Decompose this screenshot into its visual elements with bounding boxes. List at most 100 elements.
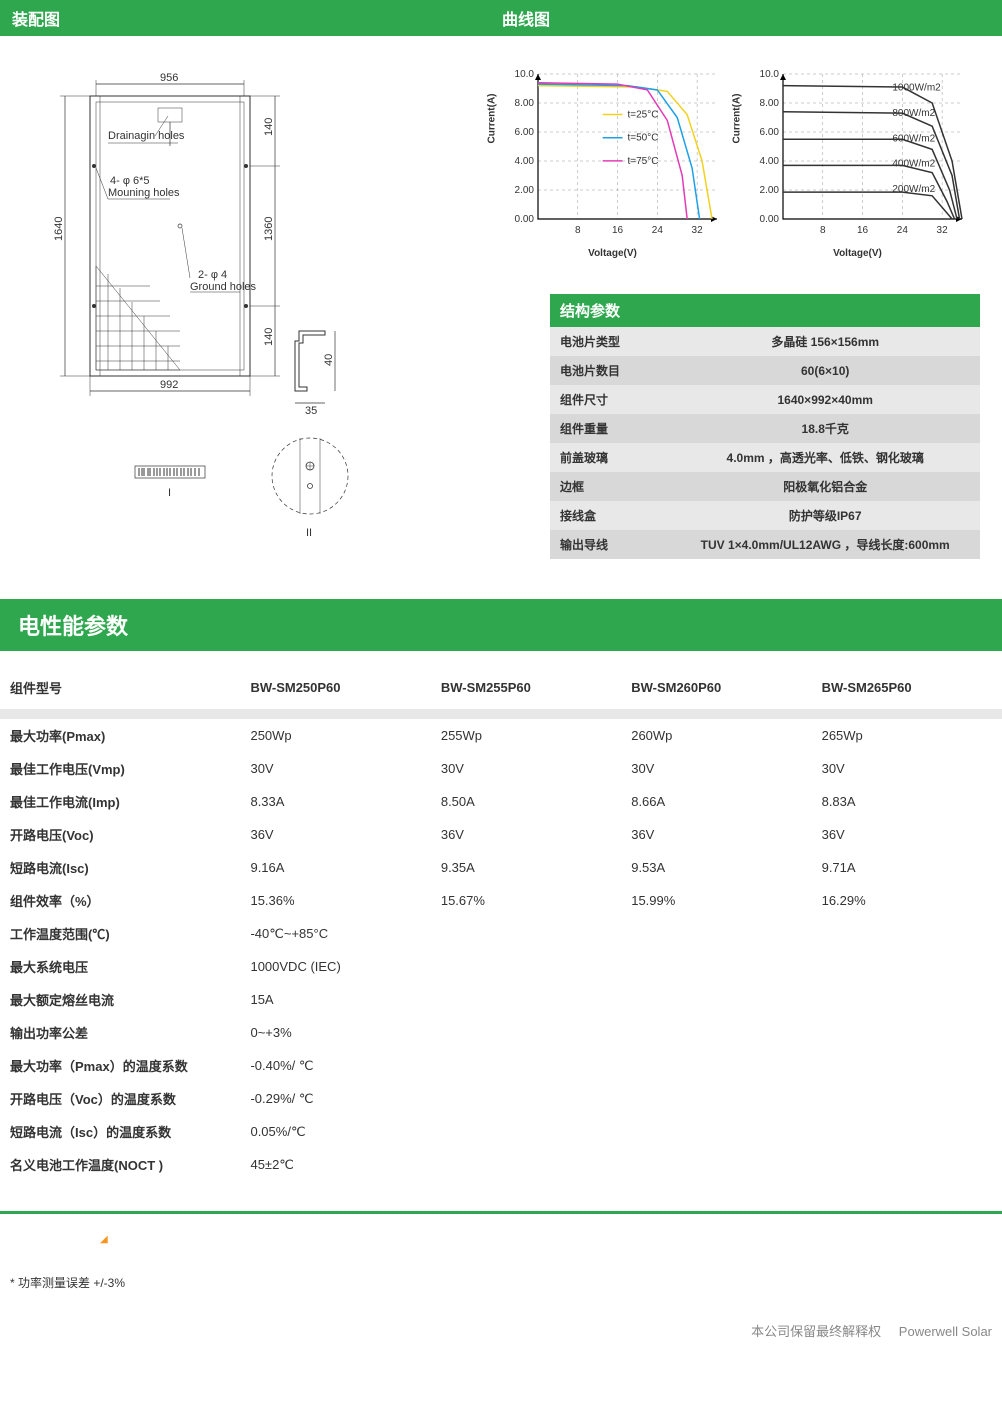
svg-text:8: 8: [820, 225, 826, 236]
elec-param: 工作温度范围(℃): [0, 917, 240, 950]
struct-val: 防护等级IP67: [670, 501, 980, 530]
struct-row: 接线盒防护等级IP67: [550, 501, 980, 530]
struct-val: 1640×992×40mm: [670, 385, 980, 414]
elec-val: 9.71A: [812, 851, 1002, 884]
right-mid-dim: 1360: [263, 217, 275, 241]
struct-key: 接线盒: [550, 501, 670, 530]
iv-temp-chart: Current(A) 0.002.004.006.008.0010.081624…: [500, 66, 725, 259]
struct-val: 4.0mm ，高透光率、低铁、钢化玻璃: [670, 443, 980, 472]
svg-text:4.00: 4.00: [760, 156, 780, 167]
elec-val: 9.16A: [240, 851, 430, 884]
struct-val: 60(6×10): [670, 356, 980, 385]
drain-holes-label: Drainagin holes: [108, 130, 185, 142]
elec-row: 最大系统电压1000VDC (IEC): [0, 950, 1002, 983]
svg-text:t=25°C: t=25°C: [628, 110, 659, 121]
struct-val: 阳极氧化铝合金: [670, 472, 980, 501]
section-1-label: I: [168, 487, 171, 499]
svg-text:0.00: 0.00: [760, 214, 780, 225]
elec-val: 255Wp: [431, 719, 621, 752]
elec-val: 265Wp: [812, 719, 1002, 752]
svg-text:t=50°C: t=50°C: [628, 133, 659, 144]
svg-text:32: 32: [937, 225, 949, 236]
struct-key: 电池片类型: [550, 327, 670, 356]
elec-param: 最佳工作电流(Imp): [0, 785, 240, 818]
ground-label-top: 2- φ 4: [198, 269, 227, 281]
assembly-header: 装配图: [0, 0, 490, 36]
elec-val: 30V: [812, 752, 1002, 785]
model-name: BW-SM260P60: [621, 671, 811, 709]
svg-text:6.00: 6.00: [515, 127, 535, 138]
mount-label-top: 4- φ 6*5: [110, 175, 150, 187]
svg-text:6.00: 6.00: [760, 127, 780, 138]
struct-params-table: 结构参数 电池片类型多晶硅 156×156mm电池片数目60(6×10)组件尺寸…: [550, 294, 980, 559]
svg-text:10.0: 10.0: [515, 69, 535, 80]
elec-val: 15A: [240, 983, 430, 1016]
curve-header: 曲线图: [490, 0, 1002, 36]
elec-val: 0~+3%: [240, 1016, 430, 1049]
svg-text:16: 16: [857, 225, 869, 236]
elec-param: 开路电压（Voc）的温度系数: [0, 1082, 240, 1115]
svg-text:24: 24: [897, 225, 909, 236]
svg-text:8: 8: [575, 225, 581, 236]
svg-text:200W/m2: 200W/m2: [892, 184, 935, 195]
svg-text:400W/m2: 400W/m2: [892, 159, 935, 170]
elec-row: 最佳工作电压(Vmp)30V30V30V30V: [0, 752, 1002, 785]
rights-line: 本公司保留最终解释权 Powerwell Solar: [10, 1321, 992, 1340]
right-bot-dim: 140: [263, 328, 275, 346]
elec-val: 16.29%: [812, 884, 1002, 917]
svg-text:10.0: 10.0: [760, 69, 780, 80]
svg-text:4.00: 4.00: [515, 156, 535, 167]
svg-text:16: 16: [612, 225, 624, 236]
mount-label-bot: Mouning holes: [108, 187, 180, 199]
elec-row: 最佳工作电流(Imp)8.33A8.50A8.66A8.83A: [0, 785, 1002, 818]
elec-val: 36V: [621, 818, 811, 851]
top-row: 装配图: [0, 0, 1002, 559]
elec-val: 8.33A: [240, 785, 430, 818]
footnote: * 功率测量误差 +/-3%: [10, 1274, 992, 1291]
footer: ◢ * 功率测量误差 +/-3% 本公司保留最终解释权 Powerwell So…: [0, 1211, 1002, 1370]
model-label: 组件型号: [0, 671, 240, 709]
x-axis-label: Voltage(V): [500, 248, 725, 259]
elec-param: 最大系统电压: [0, 950, 240, 983]
model-name: BW-SM250P60: [240, 671, 430, 709]
charts-row: Current(A) 0.00 2.00 4.00 6.00 8.00 10.0 8 16 24…: [490, 36, 1002, 269]
struct-val: TUV 1×4.0mm/UL12AWG ，导线长度:600mm: [670, 530, 980, 559]
struct-key: 输出导线: [550, 530, 670, 559]
elec-val: 36V: [240, 818, 430, 851]
elec-val: -40℃~+85°C: [240, 917, 430, 950]
elec-val: 36V: [431, 818, 621, 851]
elec-param: 开路电压(Voc): [0, 818, 240, 851]
elec-val: 8.50A: [431, 785, 621, 818]
elec-row: 最大功率(Pmax)250Wp255Wp260Wp265Wp: [0, 719, 1002, 752]
elec-val: 1000VDC (IEC): [240, 950, 430, 983]
elec-val: 36V: [812, 818, 1002, 851]
elec-val: 260Wp: [621, 719, 811, 752]
svg-text:2.00: 2.00: [515, 185, 535, 196]
struct-row: 输出导线TUV 1×4.0mm/UL12AWG ，导线长度:600mm: [550, 530, 980, 559]
elec-row: 开路电压（Voc）的温度系数-0.29%/ ℃: [0, 1082, 1002, 1115]
elec-val: 8.66A: [621, 785, 811, 818]
svg-text:t=75°C: t=75°C: [628, 156, 659, 167]
x-axis-label: Voltage(V): [745, 248, 970, 259]
elec-row: 名义电池工作温度(NOCT )45±2℃: [0, 1148, 1002, 1181]
elec-row: 工作温度范围(℃)-40℃~+85°C: [0, 917, 1002, 950]
elec-param: 最大功率（Pmax）的温度系数: [0, 1049, 240, 1082]
elec-row: 最大功率（Pmax）的温度系数-0.40%/ ℃: [0, 1049, 1002, 1082]
elec-row: 短路电流（Isc）的温度系数0.05%/℃: [0, 1115, 1002, 1148]
svg-text:1000W/m2: 1000W/m2: [892, 83, 941, 94]
elec-val: 15.67%: [431, 884, 621, 917]
elec-val: 30V: [431, 752, 621, 785]
ground-label-bot: Ground holes: [190, 281, 257, 293]
elec-param: 最大额定熔丝电流: [0, 983, 240, 1016]
struct-val: 18.8千克: [670, 414, 980, 443]
elec-param: 最大功率(Pmax): [0, 719, 240, 752]
struct-key: 组件尺寸: [550, 385, 670, 414]
y-axis-label: Current(A): [732, 93, 743, 143]
model-name: BW-SM265P60: [812, 671, 1002, 709]
svg-text:2.00: 2.00: [760, 185, 780, 196]
elec-param: 短路电流(Isc): [0, 851, 240, 884]
struct-key: 边框: [550, 472, 670, 501]
struct-row: 边框阳极氧化铝合金: [550, 472, 980, 501]
struct-row: 前盖玻璃4.0mm ，高透光率、低铁、钢化玻璃: [550, 443, 980, 472]
svg-text:8.00: 8.00: [760, 98, 780, 109]
